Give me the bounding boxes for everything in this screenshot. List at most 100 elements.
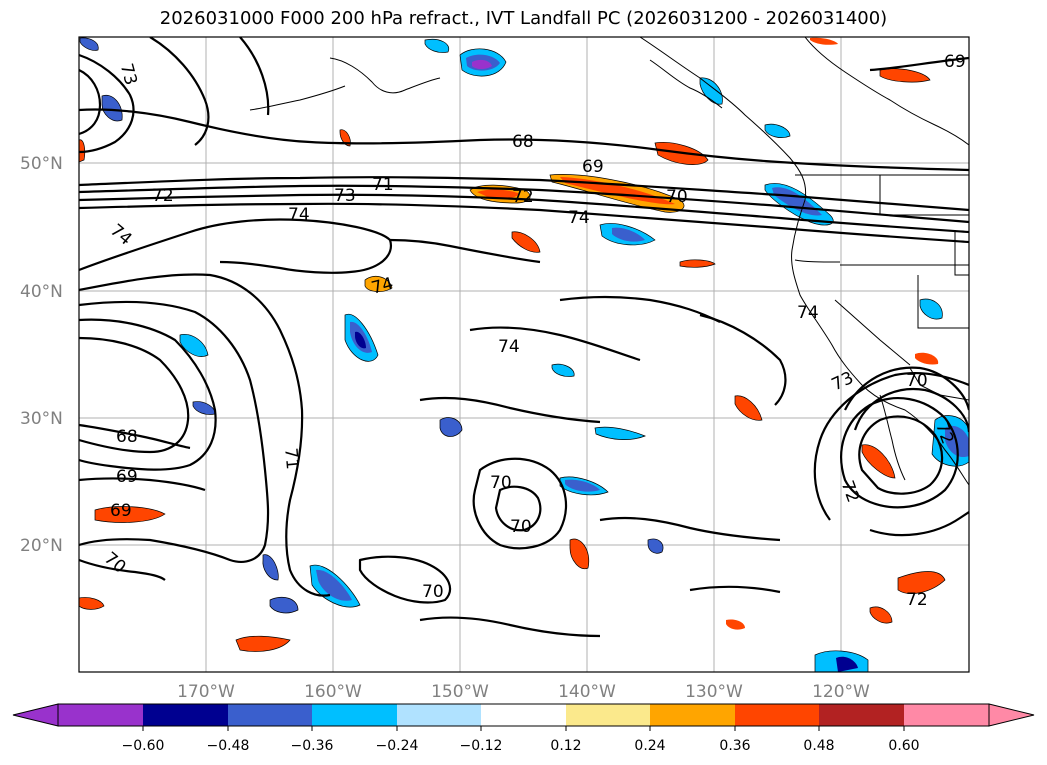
colorbar-segment — [650, 704, 735, 726]
colorbar-segment — [481, 704, 566, 726]
contour-label: 72 — [512, 187, 534, 207]
neg-patch — [594, 426, 646, 440]
colorbar-extend-low — [12, 703, 59, 727]
lon-label-130w: 130°W — [685, 682, 743, 702]
colorbar-segment — [735, 704, 819, 726]
contour-label: 70 — [906, 371, 928, 391]
lat-label-40n: 40°N — [20, 282, 63, 302]
neg-patch — [424, 38, 450, 53]
neg-patch — [316, 569, 352, 601]
colorbar-segment — [312, 704, 397, 726]
contour-label: 74 — [288, 205, 310, 225]
pos-patch — [734, 395, 763, 421]
pos-patch — [79, 597, 105, 610]
neg-patch — [836, 656, 858, 672]
neg-patch — [439, 417, 463, 437]
lon-label-150w: 150°W — [431, 682, 489, 702]
neg-patch — [647, 538, 664, 554]
contours — [79, 37, 969, 638]
contour-label: 68 — [512, 132, 534, 152]
pos-patch — [569, 538, 590, 570]
colorbar-segment — [228, 704, 312, 726]
colorbar-extend-high — [988, 703, 1035, 727]
colorbar-segment — [566, 704, 650, 726]
colorbar-ticks — [142, 726, 905, 731]
colorbar-tick-label: 0.60 — [888, 738, 919, 754]
pos-patch — [511, 231, 541, 253]
map-background — [79, 37, 969, 672]
coastlines — [249, 37, 969, 486]
pos-patch — [810, 37, 838, 45]
pos-patch — [879, 68, 931, 83]
neg-patch — [551, 363, 575, 377]
neg-patch — [79, 37, 99, 51]
lat-labels: 50°N 40°N 30°N 20°N — [20, 154, 63, 556]
neg-patch — [565, 479, 600, 492]
pos-patch — [869, 606, 893, 624]
pos-patch — [679, 259, 716, 268]
neg-patch — [612, 227, 645, 242]
contour-label: 69 — [582, 157, 604, 177]
colorbar-tick-label: −0.48 — [207, 738, 250, 754]
colorbar-tick-label: 0.12 — [550, 738, 581, 754]
colorbar-tick-label: −0.12 — [460, 738, 503, 754]
neg-patch — [472, 59, 492, 69]
lon-label-140w: 140°W — [558, 682, 616, 702]
pos-patch — [915, 352, 939, 365]
lat-label-30n: 30°N — [20, 409, 63, 429]
neg-patch — [699, 77, 723, 105]
pos-patch — [364, 276, 393, 292]
contour-label: 71 — [280, 447, 302, 470]
contour-label: 74 — [498, 337, 520, 357]
contour-label: 69 — [116, 467, 138, 487]
lat-label-50n: 50°N — [20, 154, 63, 174]
colorbar-outline — [57, 703, 990, 727]
contour-label: 69 — [110, 501, 132, 521]
pos-patch — [477, 189, 519, 199]
neg-patch — [262, 554, 279, 581]
contour-label: 72 — [906, 590, 928, 610]
colorbar-segment — [58, 704, 143, 726]
pos-patch — [94, 506, 166, 523]
lat-label-20n: 20°N — [20, 536, 63, 556]
colorbar-tick-label: −0.36 — [291, 738, 334, 754]
contour-label: 70 — [666, 187, 688, 207]
colorbar-segment — [143, 704, 228, 726]
contour-label: 68 — [116, 427, 138, 447]
neg-patch — [764, 123, 791, 138]
colorbar-tick-label: 0.24 — [634, 738, 665, 754]
contour-label: 73 — [334, 186, 356, 206]
pos-patch — [897, 571, 946, 594]
lon-label-120w: 120°W — [812, 682, 870, 702]
neg-patch — [919, 298, 943, 320]
contour-label: 74 — [568, 208, 590, 228]
colorbar-tick-label: −0.24 — [376, 738, 419, 754]
contour-label: 74 — [797, 303, 819, 323]
lon-label-170w: 170°W — [177, 682, 235, 702]
colorbar-tick-label: 0.48 — [803, 738, 834, 754]
pos-patch — [339, 129, 351, 147]
colorbar-tick-label: 0.36 — [719, 738, 750, 754]
pos-patch — [235, 635, 291, 652]
neg-patch — [269, 596, 299, 614]
contour-labels: 73 69 68 69 71 73 72 72 70 74 74 74 74 7… — [100, 52, 966, 610]
contour-label: 70 — [422, 582, 444, 602]
contour-label: 72 — [152, 186, 174, 206]
map-title: 2026031000 F000 200 hPa refract., IVT La… — [159, 8, 888, 29]
colorbar-tick-label: −0.60 — [122, 738, 165, 754]
pos-patch — [726, 619, 745, 630]
pos-patch — [861, 444, 896, 479]
map-frame — [78, 36, 970, 673]
colorbar-segment — [819, 704, 904, 726]
neg-patch — [179, 334, 209, 357]
neg-patch — [355, 331, 366, 349]
lon-label-160w: 160°W — [304, 682, 362, 702]
colorbar: −0.60 −0.48 −0.36 −0.24 −0.12 0.12 0.24 … — [12, 703, 1035, 754]
contour-label: 71 — [372, 175, 394, 195]
contour-label: 70 — [510, 517, 532, 537]
contour-label: 69 — [944, 52, 966, 72]
contour-label: 70 — [490, 473, 512, 493]
colorbar-segment — [904, 704, 989, 726]
colorbar-segment — [397, 704, 481, 726]
